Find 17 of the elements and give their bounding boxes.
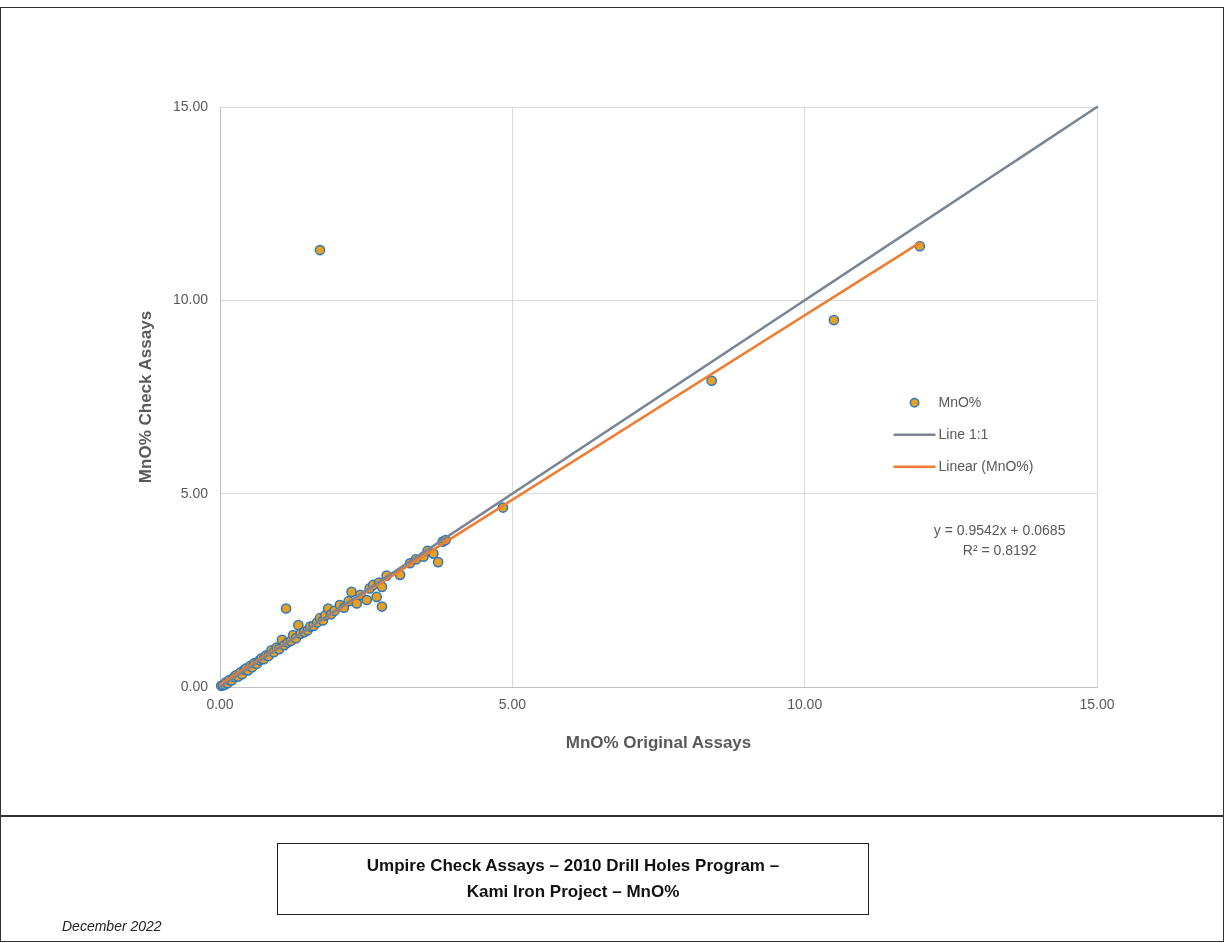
annotation: R² = 0.8192 <box>962 541 1037 558</box>
y-tick-label: 5.00 <box>180 484 209 501</box>
y-tick-label: 15.00 <box>172 97 209 114</box>
text: December 2022 <box>62 918 162 934</box>
annotation: y = 0.9542x + 0.0685 <box>933 521 1066 538</box>
legend-label: MnO% <box>938 393 982 410</box>
y-axis-title: MnO% Check Assays <box>135 310 155 484</box>
y-tick-label: 10.00 <box>172 291 209 308</box>
y-tick-label: 0.00 <box>180 677 209 694</box>
x-tick-label: 0.00 <box>206 696 234 713</box>
x-axis-title: MnO% Original Assays <box>565 733 752 753</box>
legend-label: Linear (MnO%) <box>938 457 1034 474</box>
x-tick-label: 10.00 <box>787 696 823 713</box>
legend-label: Line 1:1 <box>938 425 989 442</box>
x-tick-label: 5.00 <box>498 696 527 713</box>
text: Umpire Check Assays – 2010 Drill Holes Program – Kami Iron Project – MnO% <box>277 843 869 915</box>
x-tick-label: 15.00 <box>1079 696 1115 713</box>
